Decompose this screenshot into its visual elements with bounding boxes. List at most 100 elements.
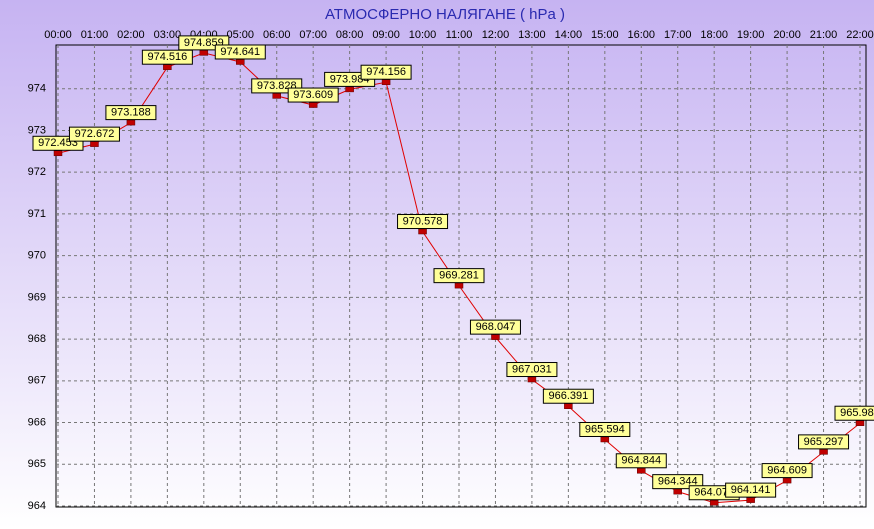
point-marker xyxy=(637,468,646,474)
data-label: 972.672 xyxy=(75,128,115,140)
data-label: 973.609 xyxy=(293,89,333,101)
point-marker xyxy=(746,497,755,503)
point-marker xyxy=(272,93,281,99)
point-marker xyxy=(126,119,136,126)
data-label-box xyxy=(360,64,412,80)
point-marker xyxy=(600,436,610,443)
data-label: 964.141 xyxy=(731,484,771,496)
x-tick-label: 14:00 xyxy=(555,29,583,41)
y-tick-label: 967 xyxy=(28,375,46,387)
data-label-box xyxy=(506,362,558,378)
x-tick-label: 01:00 xyxy=(81,29,109,41)
data-label: 964.078 xyxy=(694,487,734,499)
x-tick-label: 09:00 xyxy=(372,29,400,41)
data-label: 964.344 xyxy=(658,476,698,488)
y-tick-label: 969 xyxy=(28,291,46,303)
data-label: 965.297 xyxy=(804,436,844,448)
point-marker xyxy=(564,403,573,409)
data-label: 974.156 xyxy=(366,66,406,78)
point-marker xyxy=(454,282,464,289)
data-label: 966.391 xyxy=(548,390,588,402)
data-label: 974.641 xyxy=(220,46,260,58)
data-label: 973.984 xyxy=(330,73,370,85)
y-tick-label: 965 xyxy=(28,458,46,470)
x-tick-label: 07:00 xyxy=(299,29,327,41)
data-label: 965.984 xyxy=(840,407,874,419)
data-label-box xyxy=(214,44,266,60)
data-label-box xyxy=(542,388,594,404)
data-label-box xyxy=(761,463,813,479)
data-label: 964.609 xyxy=(767,464,807,476)
x-tick-label: 17:00 xyxy=(664,29,692,41)
point-marker xyxy=(782,477,792,484)
y-tick-label: 974 xyxy=(28,83,46,95)
data-label: 972.453 xyxy=(38,137,78,149)
chart-title: АТМОСФЕРНО НАЛЯГАНЕ ( hPa ) xyxy=(325,6,565,23)
data-label: 965.594 xyxy=(585,423,625,435)
point-marker xyxy=(491,334,500,340)
data-label: 968.047 xyxy=(476,321,516,333)
data-label: 970.578 xyxy=(403,215,443,227)
data-label-box xyxy=(725,482,777,498)
y-tick-label: 966 xyxy=(28,416,46,428)
data-label-box xyxy=(105,105,157,121)
data-label-box xyxy=(615,453,667,469)
data-label: 967.031 xyxy=(512,363,552,375)
x-tick-label: 20:00 xyxy=(773,29,801,41)
point-marker xyxy=(308,102,318,108)
point-marker xyxy=(381,79,391,85)
point-marker xyxy=(345,86,354,93)
data-label: 969.281 xyxy=(439,270,479,282)
x-tick-label: 12:00 xyxy=(482,29,510,41)
data-label: 974.516 xyxy=(147,51,187,63)
data-label-box xyxy=(652,474,704,490)
x-tick-label: 06:00 xyxy=(263,29,291,41)
data-label: 964.844 xyxy=(621,455,661,467)
data-label-box xyxy=(834,405,874,421)
y-tick-label: 964 xyxy=(28,500,46,512)
x-tick-label: 03:00 xyxy=(154,29,182,41)
y-tick-label: 971 xyxy=(28,208,46,220)
x-tick-label: 02:00 xyxy=(117,29,145,41)
data-label: 973.828 xyxy=(257,80,297,92)
point-marker xyxy=(709,499,719,506)
data-label-box xyxy=(287,87,339,103)
x-tick-label: 10:00 xyxy=(409,29,437,41)
x-tick-label: 00:00 xyxy=(44,29,72,41)
point-marker xyxy=(855,420,865,426)
data-label-box xyxy=(579,421,631,437)
point-marker xyxy=(53,150,63,157)
data-label-box xyxy=(798,434,850,450)
x-tick-label: 18:00 xyxy=(700,29,728,41)
y-tick-label: 973 xyxy=(28,124,46,136)
x-tick-label: 22:00 xyxy=(846,29,874,41)
x-tick-label: 05:00 xyxy=(227,29,255,41)
data-label: 974.859 xyxy=(184,37,224,49)
point-marker xyxy=(199,50,209,56)
point-marker xyxy=(163,64,172,70)
data-label-box xyxy=(469,319,521,335)
x-tick-label: 13:00 xyxy=(518,29,546,41)
x-tick-label: 21:00 xyxy=(810,29,838,41)
data-label-box xyxy=(397,214,449,230)
point-marker xyxy=(236,59,245,65)
point-marker xyxy=(90,141,99,147)
data-label: 973.188 xyxy=(111,107,151,119)
x-tick-label: 19:00 xyxy=(737,29,765,41)
point-marker xyxy=(673,488,682,495)
point-marker xyxy=(819,449,828,455)
data-label-box xyxy=(68,126,120,142)
x-tick-label: 16:00 xyxy=(628,29,656,41)
y-tick-label: 972 xyxy=(28,166,46,178)
data-label-box xyxy=(433,268,485,284)
point-marker xyxy=(418,228,427,235)
y-tick-label: 968 xyxy=(28,333,46,345)
x-tick-label: 15:00 xyxy=(591,29,619,41)
x-tick-label: 08:00 xyxy=(336,29,364,41)
plot-frame xyxy=(55,44,867,508)
y-tick-label: 970 xyxy=(28,250,46,262)
point-marker xyxy=(527,376,537,383)
